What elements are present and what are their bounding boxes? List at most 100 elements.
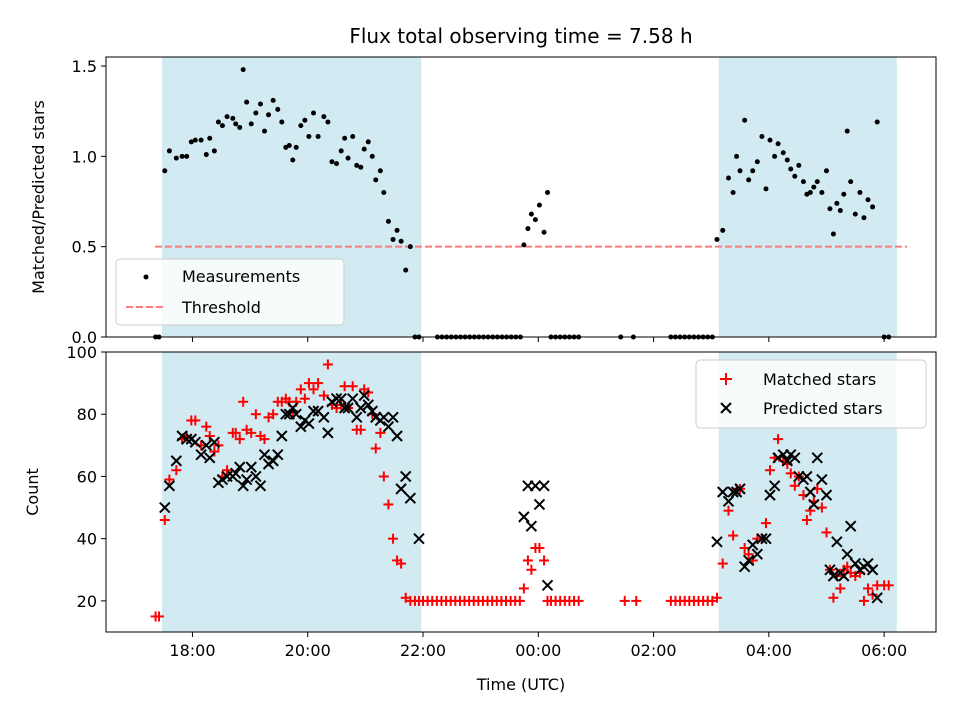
measurement-point bbox=[714, 236, 720, 242]
matched-point bbox=[259, 434, 270, 445]
measurement-point bbox=[321, 114, 327, 120]
measurement-point bbox=[262, 128, 268, 134]
measurement-point bbox=[179, 153, 185, 159]
measurement-point bbox=[536, 202, 542, 208]
measurement-point bbox=[244, 99, 250, 105]
predicted-point bbox=[734, 483, 746, 495]
predicted-point bbox=[355, 402, 367, 414]
predicted-point bbox=[234, 461, 246, 473]
predicted-point bbox=[351, 411, 363, 424]
predicted-point bbox=[391, 430, 403, 442]
predicted-point bbox=[208, 436, 221, 448]
matched-point bbox=[765, 465, 775, 476]
predicted-point bbox=[413, 532, 425, 545]
measurement-point bbox=[800, 179, 806, 185]
y-tick-label: 100 bbox=[66, 343, 97, 362]
measurement-point bbox=[754, 159, 760, 165]
matched-point bbox=[318, 390, 329, 401]
matched-point bbox=[573, 595, 584, 606]
predicted-point bbox=[538, 480, 550, 492]
predicted-point bbox=[866, 564, 879, 576]
predicted-point bbox=[529, 480, 542, 492]
predicted-point bbox=[824, 564, 836, 576]
legend-measure-label: Measurements bbox=[182, 267, 300, 286]
measurement-point bbox=[237, 124, 243, 130]
matched-point bbox=[154, 611, 165, 622]
predicted-point bbox=[727, 486, 739, 498]
legend-matched-label: Matched stars bbox=[763, 370, 876, 389]
measurement-point bbox=[192, 137, 198, 143]
measurement-point bbox=[780, 150, 786, 156]
predicted-point bbox=[276, 430, 288, 442]
predicted-point bbox=[189, 436, 202, 448]
predicted-point bbox=[382, 420, 395, 433]
predicted-point bbox=[400, 470, 412, 483]
measurement-point bbox=[784, 157, 790, 163]
predicted-point bbox=[330, 392, 343, 405]
predicted-point bbox=[245, 461, 257, 473]
measurement-point bbox=[350, 133, 356, 139]
measurement-point bbox=[541, 229, 547, 235]
predicted-point bbox=[808, 498, 820, 511]
predicted-point bbox=[267, 455, 279, 467]
measurement-point bbox=[207, 135, 213, 141]
x-tick-label: 20:00 bbox=[285, 641, 331, 660]
measurement-point bbox=[763, 186, 769, 192]
measurement-point bbox=[865, 197, 871, 203]
matched-point bbox=[378, 471, 389, 482]
measurement-point bbox=[827, 206, 833, 212]
measurement-point bbox=[823, 168, 829, 174]
matched-point bbox=[322, 359, 333, 370]
predicted-point bbox=[395, 483, 407, 495]
predicted-point bbox=[781, 455, 793, 467]
matched-point bbox=[388, 533, 399, 544]
matched-point bbox=[539, 555, 550, 566]
predicted-point bbox=[272, 448, 284, 461]
predicted-point bbox=[525, 520, 538, 532]
measurement-point bbox=[788, 166, 794, 172]
matched-point bbox=[522, 555, 533, 566]
matched-point bbox=[785, 468, 796, 479]
y-tick-label: 1.5 bbox=[72, 57, 97, 76]
predicted-point bbox=[717, 486, 729, 498]
predicted-point bbox=[862, 557, 874, 570]
predicted-point bbox=[742, 554, 755, 567]
top-legend: Measurements Threshold bbox=[115, 258, 345, 326]
y-tick-label: 0.5 bbox=[72, 238, 97, 257]
matched-point bbox=[867, 589, 878, 600]
measurement-point bbox=[834, 200, 840, 206]
predicted-point bbox=[287, 402, 299, 414]
predicted-point bbox=[804, 486, 817, 498]
measurement-point bbox=[759, 133, 765, 139]
measurement-point bbox=[253, 110, 259, 116]
predicted-point bbox=[827, 570, 840, 582]
matched-point bbox=[190, 415, 201, 426]
measurement-point bbox=[545, 189, 551, 195]
measurement-point bbox=[338, 148, 344, 154]
bottom-y-axis-label: Count bbox=[23, 468, 42, 516]
measurement-point bbox=[365, 139, 371, 145]
matched-point bbox=[858, 595, 869, 606]
predicted-point bbox=[362, 399, 374, 411]
bottom-x-axis: 18:00 20:00 22:00 00:00 02:00 04:00 06:00 bbox=[169, 632, 907, 660]
bottom-legend: Matched stars Predicted stars bbox=[695, 359, 927, 429]
legend-matched-marker bbox=[720, 373, 732, 385]
measurement-point bbox=[737, 168, 743, 174]
top-x-axis bbox=[191, 337, 885, 342]
matched-point bbox=[789, 480, 800, 491]
predicted-point bbox=[772, 452, 784, 464]
measurement-point bbox=[325, 119, 331, 125]
bottom-y-axis: 20 40 60 80 100 bbox=[66, 343, 106, 611]
predicted-point bbox=[838, 570, 850, 582]
measurement-point bbox=[240, 67, 246, 73]
predicted-point bbox=[760, 532, 772, 545]
measurement-point bbox=[306, 133, 312, 139]
measurement-point bbox=[369, 153, 375, 159]
measurement-point bbox=[841, 191, 847, 197]
measurement-point bbox=[528, 211, 534, 217]
measurement-point bbox=[734, 153, 740, 159]
measurement-point bbox=[198, 137, 204, 143]
measurement-point bbox=[772, 153, 778, 159]
measurement-point bbox=[814, 179, 820, 185]
predicted-point bbox=[307, 405, 320, 417]
